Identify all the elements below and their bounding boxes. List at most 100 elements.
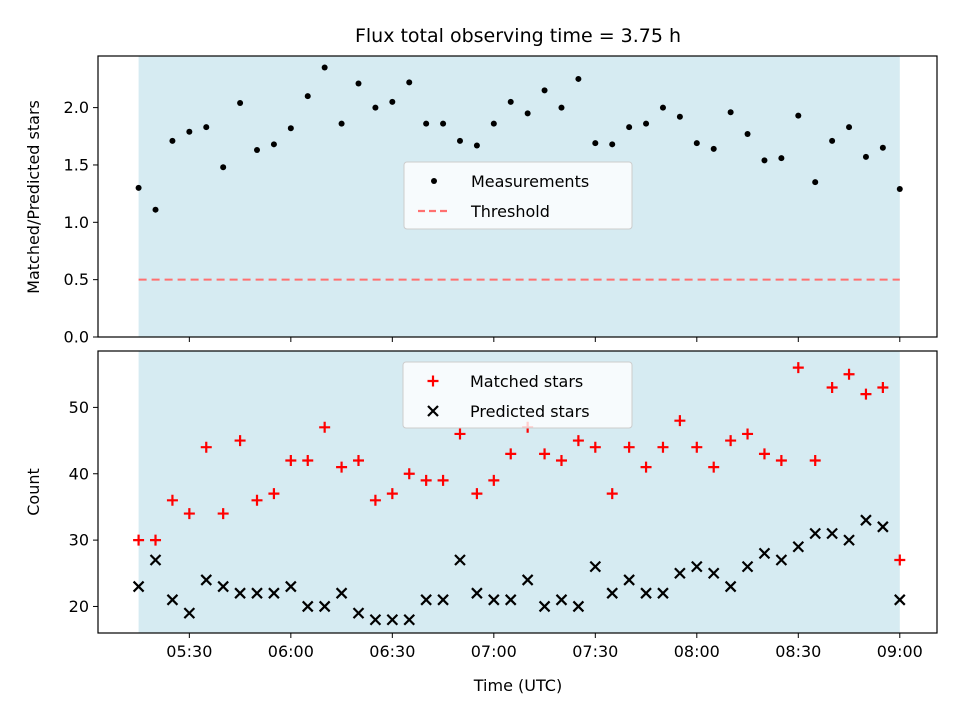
predicted-stars-point [386, 613, 399, 626]
matched-stars-point [826, 381, 838, 393]
matched-stars-point [183, 508, 195, 520]
predicted-stars-point [318, 600, 331, 613]
bottom-y-tick-label: 50 [69, 398, 89, 417]
measurements-legend-marker [431, 178, 437, 184]
x-tick-label: 09:00 [877, 642, 923, 661]
predicted-stars-point [860, 514, 872, 526]
predicted-stars-point [504, 594, 517, 606]
measurements-point [676, 113, 683, 120]
predicted-stars-point [454, 554, 466, 566]
predicted-stars-point [894, 594, 906, 606]
x-tick-label: 05:30 [166, 642, 212, 661]
matched-stars-point [623, 441, 635, 453]
matched-stars-point [150, 534, 162, 546]
predicted-stars-point [268, 587, 280, 599]
matched-stars-point [674, 415, 686, 427]
measurements-point [846, 124, 853, 131]
measurements-point [778, 155, 785, 162]
predicted-stars-point [335, 587, 348, 599]
predicted-stars-point [724, 580, 737, 593]
predicted-stars-point [843, 534, 855, 546]
measurements-point [389, 98, 396, 105]
predicted-stars-point [775, 554, 788, 566]
predicted-stars-point [555, 594, 568, 606]
matched-stars-point [505, 448, 517, 460]
measurements-point [524, 110, 531, 117]
matched-stars-point [877, 381, 889, 393]
measurements-point [456, 137, 463, 144]
bottom-axes-frame [97, 350, 938, 634]
bottom-y-axis-label: Count [24, 468, 43, 516]
measurements-point [744, 130, 751, 137]
predicted-stars-point [877, 521, 889, 533]
measurements-point [609, 141, 616, 148]
top-y-tick-label: 1.5 [64, 155, 89, 174]
top-y-tick-label: 1.0 [64, 213, 89, 232]
matched-stars-point [420, 474, 432, 486]
measurements-point [220, 164, 227, 171]
matched-stars-point [217, 508, 229, 520]
predicted-stars-point [538, 600, 551, 613]
matched-stars-point [691, 441, 703, 453]
matched-stars-point [792, 362, 804, 374]
measurements-point [727, 109, 734, 116]
matched-stars-point [200, 441, 212, 453]
measurements-point [372, 104, 379, 111]
matched-stars-point [234, 435, 246, 447]
measurements-point [304, 93, 311, 100]
predicted-stars-point [251, 587, 263, 599]
measurements-point [659, 104, 666, 111]
predicted-stars-point [606, 587, 619, 599]
predicted-stars-point [149, 554, 162, 566]
matched-stars-point [572, 435, 584, 447]
predicted-stars-point [369, 613, 382, 626]
matched-stars-point [386, 488, 398, 500]
measurements-point [355, 80, 362, 87]
predicted-stars-point [741, 560, 754, 573]
predicted-stars-point [657, 587, 669, 599]
matched-stars-point [454, 428, 466, 440]
measurements-point [490, 120, 497, 127]
matched-stars-point [589, 441, 601, 453]
predicted-stars-point [707, 567, 720, 580]
matched-stars-point [539, 448, 551, 460]
matched-stars-point [657, 441, 669, 453]
predicted-stars-point [285, 580, 297, 593]
matched-stars-point [352, 454, 364, 466]
bottom-y-tick-label: 30 [69, 531, 89, 550]
matched-stars-point [843, 368, 855, 380]
measurements-point [237, 100, 244, 107]
measurements-legend-label: Measurements [471, 172, 589, 191]
measurements-point [473, 142, 480, 149]
matched-stars-point [403, 468, 415, 480]
measurements-point [270, 141, 277, 148]
measurements-point [812, 179, 819, 186]
matched-stars-point [488, 474, 500, 486]
predicted-stars-point [403, 613, 416, 626]
predicted-stars-point [234, 587, 246, 599]
matched-stars-point [319, 421, 331, 433]
predicted-stars-point [420, 594, 432, 606]
top-y-axis-label: Matched/Predicted stars [24, 100, 43, 294]
matched-stars-point [251, 494, 263, 506]
matched-stars-point [809, 454, 821, 466]
matched-stars-point [437, 474, 449, 486]
predicted-stars-point [183, 607, 196, 619]
predicted-stars-point [758, 547, 771, 560]
predicted-stars-point [437, 594, 449, 606]
predicted-stars-legend-label: Predicted stars [470, 402, 590, 421]
predicted-stars-point [589, 560, 602, 573]
measurements-point [507, 98, 514, 105]
predicted-stars-point [521, 574, 534, 586]
measurements-point [592, 140, 599, 147]
predicted-stars-point [674, 567, 686, 580]
matched-stars-point [725, 435, 737, 447]
measurements-point [423, 120, 430, 127]
measurements-point [896, 186, 903, 193]
measurements-point [710, 145, 717, 152]
predicted-stars-point [623, 574, 635, 586]
matched-stars-point [775, 454, 787, 466]
measurements-point [626, 124, 633, 131]
predicted-stars-point [166, 594, 179, 606]
